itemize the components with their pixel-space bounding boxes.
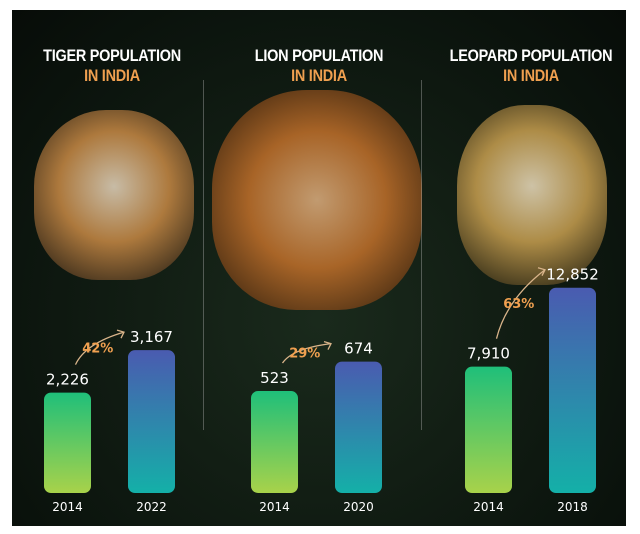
lion-image [212, 90, 422, 310]
lion-value-label: 523 [260, 369, 289, 387]
leopard-bar-2014 [465, 366, 512, 493]
tiger-year-label: 2022 [136, 500, 167, 514]
leopard-growth-arrow [495, 269, 546, 339]
leopard-year-label: 2014 [473, 500, 504, 514]
chart-frame: TIGER POPULATION IN INDIA LION POPULATION… [12, 10, 626, 526]
tiger-value-label: 3,167 [130, 328, 173, 346]
leopard-title-text: LEOPARD POPULATION [449, 46, 613, 65]
lion-growth-arrow [281, 342, 332, 364]
leopard-image [457, 105, 607, 285]
lion-year-label: 2014 [259, 500, 290, 514]
leopard-growth-label: 63% [503, 297, 534, 312]
tiger-value-label: 2,226 [46, 371, 89, 389]
leopard-subtitle: IN INDIA [503, 66, 559, 85]
lion-year-label: 2020 [343, 500, 374, 514]
leopard-value-label: 12,852 [546, 266, 599, 284]
tiger-bar-2022 [128, 350, 175, 493]
lion-title: LION POPULATION IN INDIA [234, 46, 404, 86]
lion-bar-2020 [335, 361, 382, 493]
tiger-growth-arrow [74, 331, 125, 365]
leopard-title: LEOPARD POPULATION IN INDIA [442, 46, 621, 86]
lion-value-label: 674 [344, 340, 373, 358]
tiger-year-label: 2014 [52, 500, 83, 514]
leopard-arrowhead-icon [537, 267, 546, 277]
tiger-growth-label: 42% [82, 341, 113, 356]
divider [203, 80, 204, 430]
lion-title-text: LION POPULATION [254, 46, 384, 65]
lion-bar-2014 [251, 391, 298, 493]
tiger-title-text: TIGER POPULATION [43, 46, 181, 65]
tiger-bar-2014 [44, 392, 91, 493]
divider [421, 80, 422, 430]
leopard-year-label: 2018 [557, 500, 588, 514]
tiger-subtitle: IN INDIA [84, 66, 140, 85]
lion-subtitle: IN INDIA [291, 66, 347, 85]
tiger-image [34, 110, 194, 280]
bar-charts: 2,226 2014 3,167 2022 42% 523 2014 674 2020 29% 7,… [44, 266, 599, 514]
lion-growth-label: 29% [289, 346, 320, 361]
lion-arrowhead-icon [323, 341, 332, 350]
leopard-bar-2018 [549, 287, 596, 493]
tiger-title: TIGER POPULATION IN INDIA [27, 46, 197, 86]
leopard-value-label: 7,910 [467, 345, 510, 363]
tiger-arrowhead-icon [116, 329, 125, 339]
